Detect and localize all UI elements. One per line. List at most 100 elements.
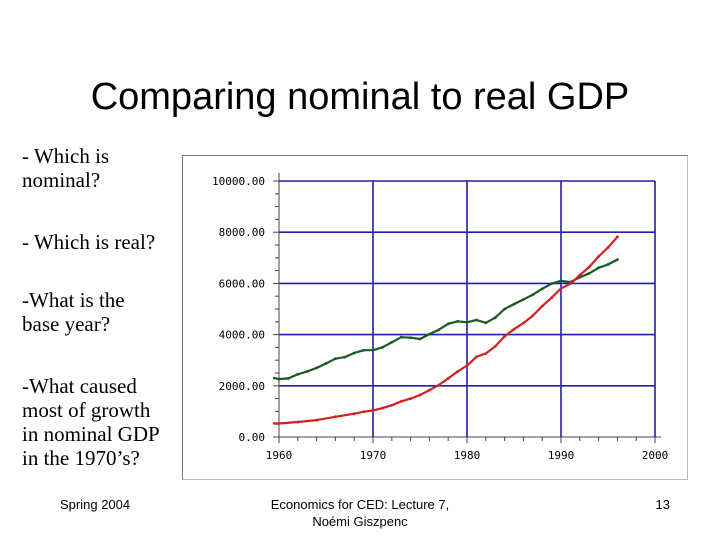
data-point-green bbox=[503, 307, 506, 311]
data-point-green bbox=[352, 351, 356, 355]
x-tick-label: 2000 bbox=[642, 449, 669, 462]
data-point-green bbox=[334, 357, 337, 361]
question-growth: -What caused most of growth in nominal G… bbox=[22, 374, 192, 470]
series-line-green bbox=[274, 258, 618, 381]
data-point-red bbox=[362, 410, 365, 414]
y-tick-label: 0.00 bbox=[239, 431, 266, 444]
data-point-green bbox=[456, 319, 459, 323]
question-real: - Which is real? bbox=[22, 230, 192, 254]
data-point-red bbox=[390, 403, 394, 407]
question-line: -What caused bbox=[22, 374, 137, 398]
x-tick-label: 1960 bbox=[266, 449, 293, 462]
data-point-red bbox=[334, 415, 337, 419]
data-point-red bbox=[522, 321, 525, 325]
data-point-red bbox=[531, 314, 535, 318]
data-point-green bbox=[409, 336, 412, 340]
data-point-green bbox=[277, 377, 281, 381]
data-point-red bbox=[597, 255, 600, 258]
x-tick-label: 1970 bbox=[360, 449, 387, 462]
data-point-green bbox=[399, 335, 403, 339]
data-point-green bbox=[324, 362, 328, 365]
data-point-green bbox=[437, 328, 441, 332]
footer-lecture-line2: Noémi Giszpenc bbox=[312, 514, 408, 529]
x-tick-label: 1980 bbox=[454, 449, 481, 462]
data-point-green bbox=[381, 346, 384, 349]
x-tick-label: 1990 bbox=[548, 449, 575, 462]
data-point-green bbox=[446, 322, 450, 326]
data-point-red bbox=[540, 304, 544, 308]
data-point-red bbox=[578, 273, 582, 277]
data-point-red bbox=[503, 334, 506, 338]
data-point-red bbox=[409, 397, 412, 400]
data-point-green bbox=[512, 302, 516, 306]
question-line: most of growth bbox=[22, 398, 151, 422]
data-point-red bbox=[371, 408, 375, 412]
gdp-chart: 0.00 2000.00 4000.00 6000.00 8000.00 10000.00… bbox=[182, 155, 688, 480]
page-number: 13 bbox=[655, 497, 670, 512]
y-tick-label: 6000.00 bbox=[219, 277, 265, 290]
question-line: nominal? bbox=[22, 168, 101, 192]
data-point-green bbox=[493, 316, 497, 320]
data-point-green bbox=[559, 279, 563, 283]
question-line: -What is the bbox=[22, 288, 125, 312]
question-line: - Which is bbox=[22, 144, 110, 168]
question-line: in nominal GDP bbox=[22, 422, 160, 446]
data-point-red bbox=[399, 400, 403, 403]
data-point-red bbox=[484, 352, 488, 355]
y-tick-label: 2000.00 bbox=[219, 380, 265, 393]
y-tick-label: 8000.00 bbox=[219, 226, 265, 239]
question-line: in the 1970’s? bbox=[22, 446, 140, 470]
data-point-green bbox=[287, 376, 290, 380]
data-point-red bbox=[512, 327, 516, 331]
data-point-red bbox=[569, 282, 572, 286]
data-point-red bbox=[559, 287, 563, 290]
series-line-red bbox=[274, 236, 619, 425]
data-point-green bbox=[522, 298, 525, 301]
data-point-green bbox=[272, 376, 276, 380]
data-point-green bbox=[597, 266, 600, 270]
data-point-green bbox=[362, 348, 365, 352]
data-point-green bbox=[296, 372, 300, 376]
question-line: base year? bbox=[22, 312, 111, 336]
data-point-red bbox=[352, 412, 356, 416]
data-point-red bbox=[616, 235, 619, 239]
chart-svg: 0.00 2000.00 4000.00 6000.00 8000.00 10000.00… bbox=[212, 173, 669, 462]
data-point-green bbox=[315, 366, 318, 370]
data-point-red bbox=[550, 296, 553, 300]
data-point-green bbox=[475, 318, 478, 322]
question-line: - Which is real? bbox=[22, 230, 156, 254]
data-point-green bbox=[465, 320, 469, 324]
slide-title: Comparing nominal to real GDP bbox=[90, 76, 630, 118]
data-point-green bbox=[484, 321, 488, 325]
data-point-green bbox=[606, 263, 610, 266]
data-point-green bbox=[550, 282, 553, 286]
data-point-red bbox=[587, 265, 591, 269]
y-tick-label: 10000.00 bbox=[212, 175, 265, 188]
data-point-red bbox=[493, 344, 497, 348]
data-point-red bbox=[272, 422, 276, 425]
data-point-green bbox=[616, 258, 619, 261]
data-point-red bbox=[456, 370, 459, 373]
data-point-green bbox=[371, 348, 375, 352]
footer-date: Spring 2004 bbox=[60, 497, 131, 512]
data-point-green bbox=[587, 272, 591, 275]
data-point-red bbox=[465, 364, 469, 367]
question-base-year: -What is the base year? bbox=[22, 288, 192, 336]
data-point-green bbox=[418, 337, 422, 341]
data-point-red bbox=[315, 418, 318, 422]
data-point-green bbox=[540, 287, 544, 291]
data-point-green bbox=[343, 355, 347, 359]
data-point-red bbox=[381, 406, 384, 410]
data-point-red bbox=[418, 393, 422, 397]
data-point-red bbox=[437, 383, 441, 387]
data-point-red bbox=[446, 376, 450, 380]
footer-lecture-line1: Economics for CED: Lecture 7, bbox=[270, 497, 450, 512]
data-point-red bbox=[277, 422, 281, 425]
data-point-red bbox=[428, 388, 431, 392]
data-point-red bbox=[606, 246, 610, 249]
question-nominal: - Which is nominal? bbox=[22, 144, 192, 192]
data-point-red bbox=[475, 355, 478, 359]
data-point-green bbox=[428, 332, 431, 336]
data-point-green bbox=[531, 293, 535, 297]
footer-lecture: Economics for CED: Lecture 7, Noémi Gisz… bbox=[240, 496, 480, 530]
